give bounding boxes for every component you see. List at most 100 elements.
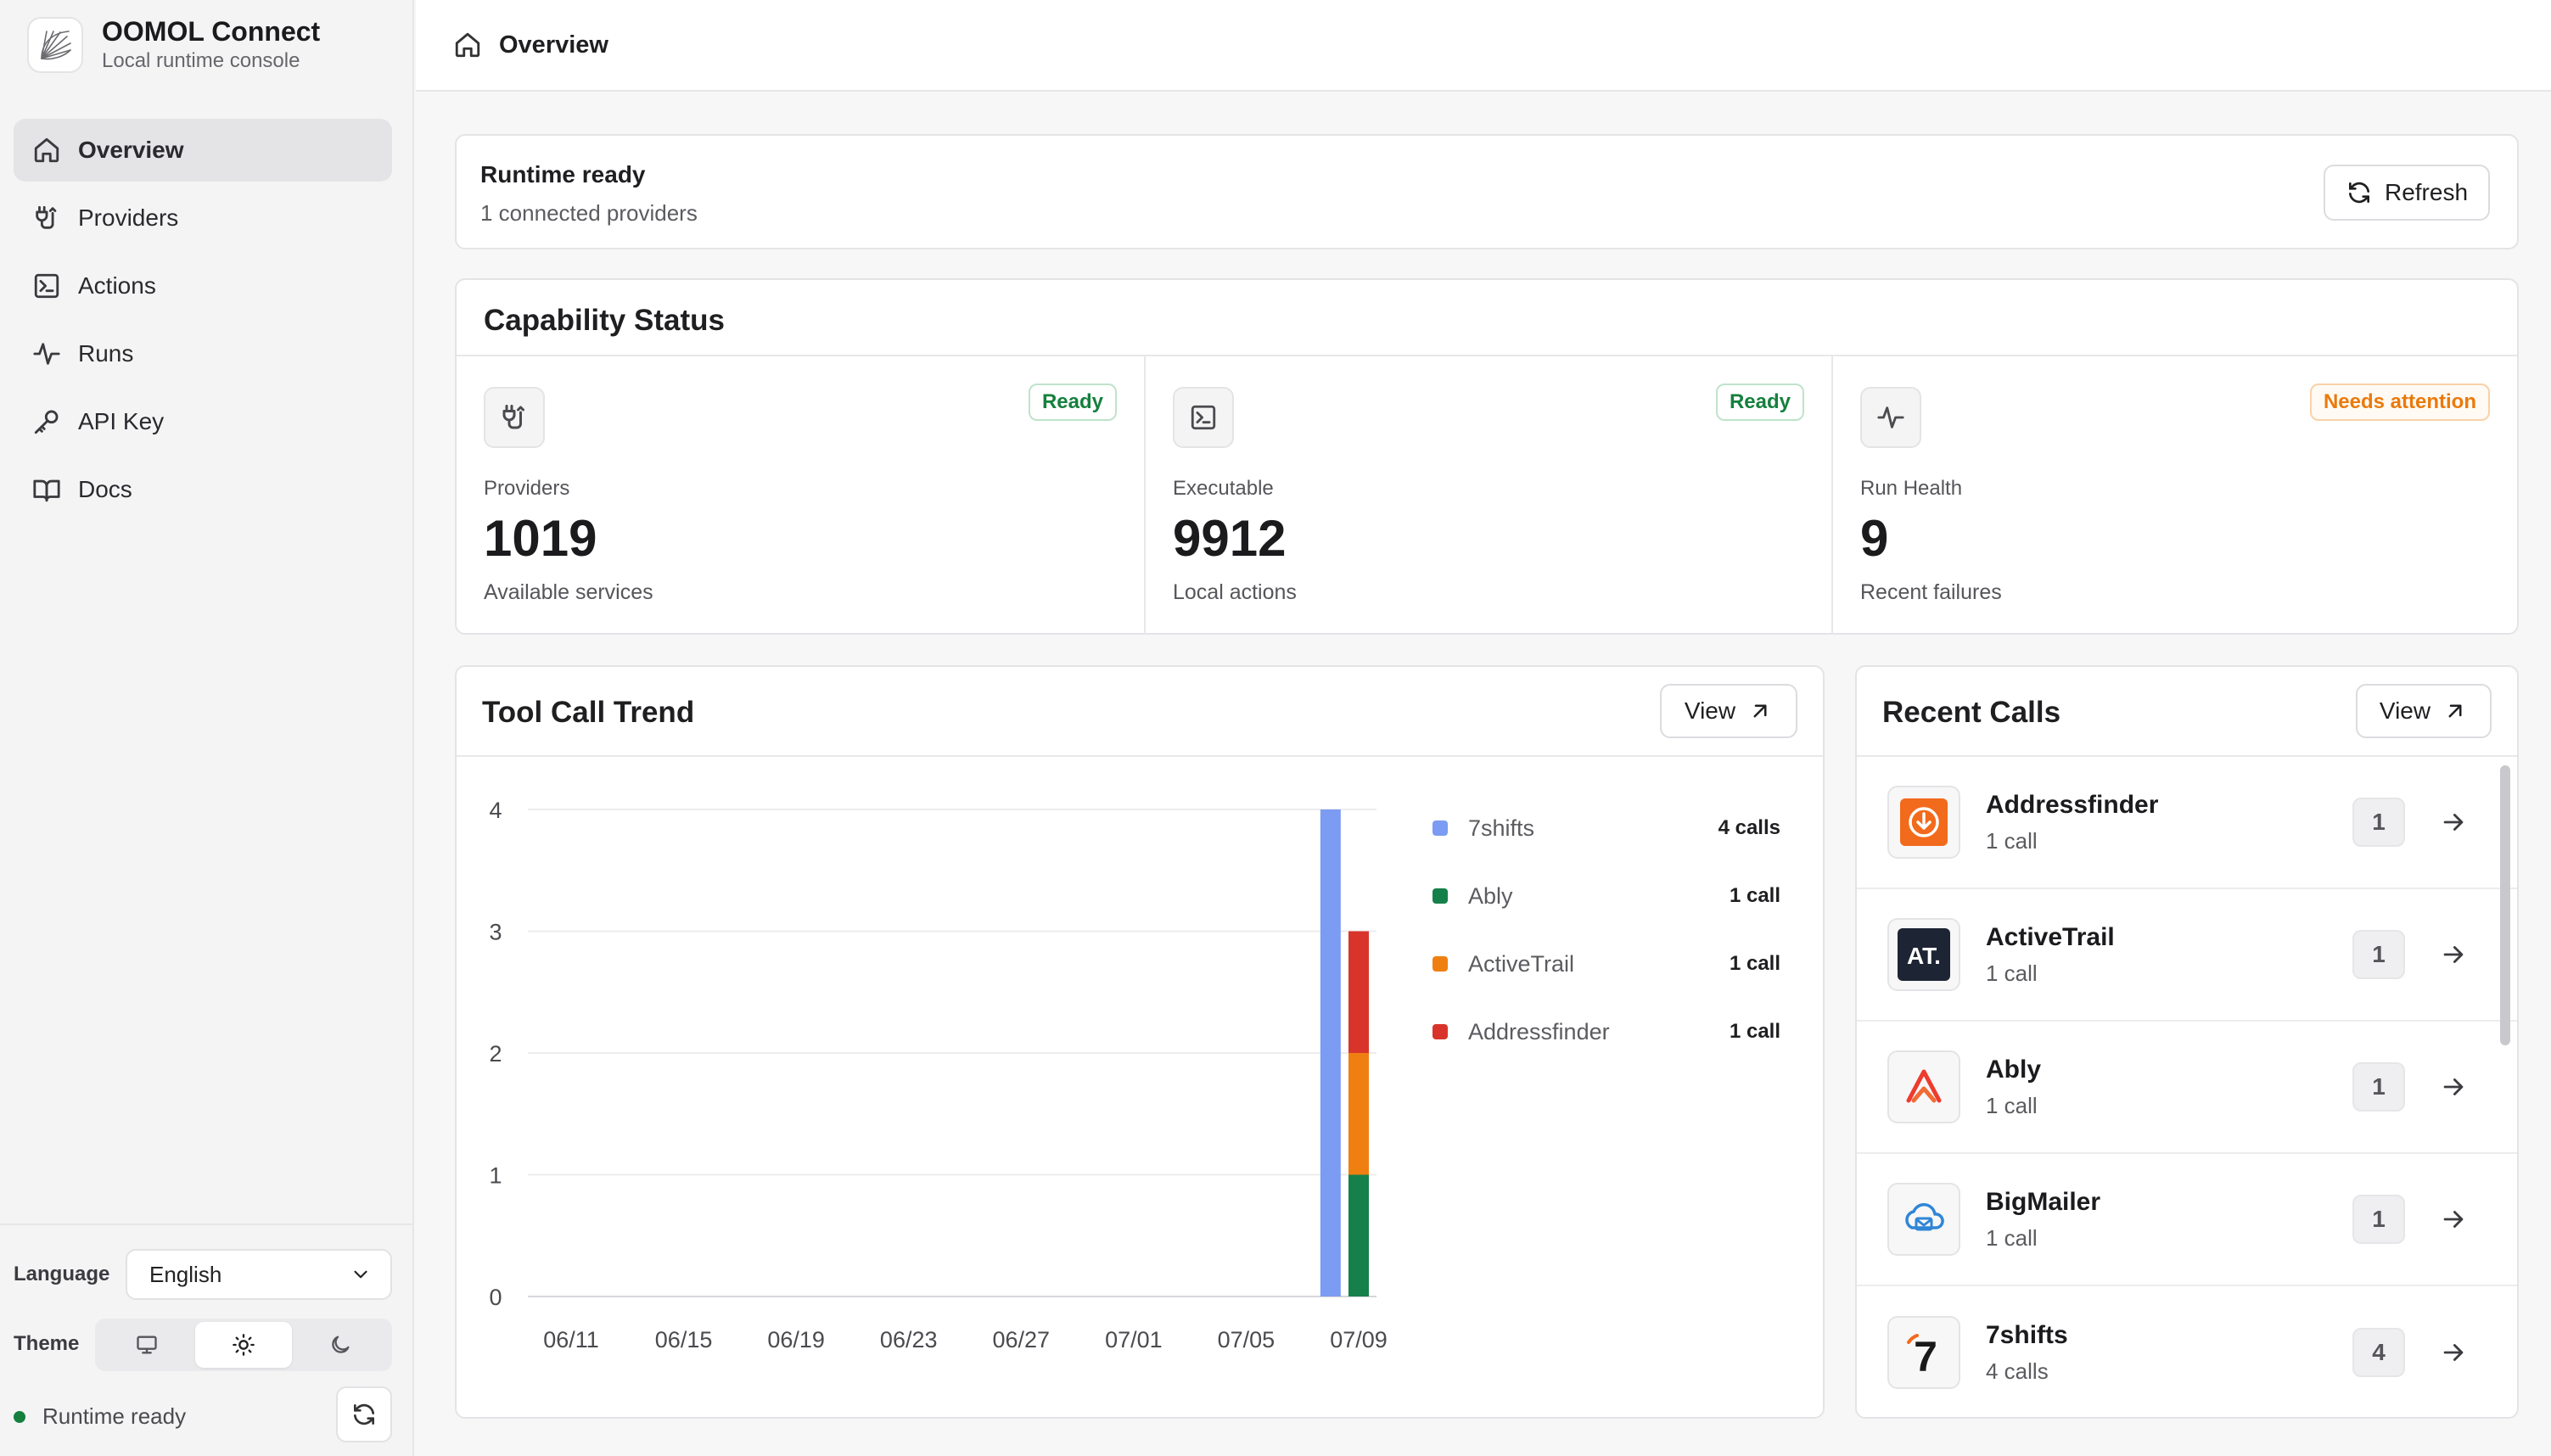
legend-name: ActiveTrail <box>1468 950 1575 977</box>
sidebar-item-docs[interactable]: Docs <box>14 458 392 521</box>
arrow-right-icon[interactable] <box>2439 1072 2468 1101</box>
runtime-card: Runtime ready 1 connected providers Refr… <box>455 134 2519 249</box>
call-count-badge: 1 <box>2352 1195 2405 1244</box>
terminal-icon <box>1173 387 1234 448</box>
sidebar-nav: Overview Providers Actions Runs API Key <box>14 119 392 526</box>
call-count-badge: 1 <box>2352 798 2405 847</box>
capability-desc: Local actions <box>1173 580 1297 604</box>
sidebar-item-label: Docs <box>78 476 132 502</box>
list-item[interactable]: 7 7shifts 4 calls 4 <box>1857 1286 2517 1417</box>
legend-item-addressfinder: Addressfinder 1 call <box>1432 998 1780 1066</box>
call-count-badge: 4 <box>2352 1328 2405 1377</box>
x-tick-label: 07/05 <box>1218 1327 1276 1352</box>
sidebar-item-label: Actions <box>78 272 156 299</box>
addressfinder-logo-icon <box>1887 786 1960 859</box>
status-badge: Ready <box>1715 384 1804 421</box>
capability-executable: Ready Executable 9912 Local actions <box>1144 356 1831 635</box>
view-label: View <box>2379 697 2431 724</box>
top-bar: Overview <box>416 0 2551 92</box>
sidebar-item-label: Runs <box>78 340 134 367</box>
refresh-button[interactable]: Refresh <box>2324 165 2490 221</box>
status-dot-icon <box>14 1410 25 1423</box>
trend-title: Tool Call Trend <box>482 696 695 729</box>
sidebar-refresh-button[interactable] <box>336 1386 392 1442</box>
sidebar-item-api-key[interactable]: API Key <box>14 390 392 453</box>
bar-addressfinder <box>1348 931 1369 1053</box>
call-count-badge: 1 <box>2352 1062 2405 1112</box>
call-sub: 1 call <box>1986 1092 2038 1118</box>
sidebar-item-providers[interactable]: Providers <box>14 187 392 249</box>
sidebar-item-label: Overview <box>78 137 184 163</box>
theme-system-button[interactable] <box>98 1322 195 1368</box>
bar-activetrail <box>1348 1053 1369 1175</box>
x-tick-label: 06/19 <box>767 1327 825 1352</box>
sun-icon <box>232 1333 255 1357</box>
app-subtitle: Local runtime console <box>102 49 300 72</box>
activity-icon <box>32 339 61 368</box>
sidebar: OOMOL Connect Local runtime console Over… <box>0 0 414 1456</box>
7shifts-logo-text: 7 <box>1914 1333 1937 1378</box>
arrow-right-icon[interactable] <box>2439 808 2468 837</box>
sidebar-item-actions[interactable]: Actions <box>14 255 392 317</box>
x-tick-label: 06/15 <box>655 1327 713 1352</box>
list-item[interactable]: BigMailer 1 call 1 <box>1857 1154 2517 1286</box>
plug-icon <box>32 204 61 232</box>
runtime-status: Runtime ready <box>14 1403 186 1430</box>
capability-value: 9912 <box>1173 510 1287 567</box>
sidebar-item-label: Providers <box>78 204 179 231</box>
y-tick-label: 0 <box>489 1285 502 1310</box>
refresh-icon <box>2346 179 2373 206</box>
legend-count: 1 call <box>1729 884 1780 907</box>
capability-providers: Ready Providers 1019 Available services <box>457 356 1144 635</box>
capability-value: 1019 <box>484 510 597 567</box>
call-name: ActiveTrail <box>1986 922 2115 951</box>
trend-view-button[interactable]: View <box>1660 684 1797 738</box>
sidebar-item-overview[interactable]: Overview <box>14 119 392 182</box>
refresh-label: Refresh <box>2384 179 2469 205</box>
scrollbar[interactable] <box>2500 765 2510 1045</box>
chevron-down-icon <box>350 1263 372 1285</box>
theme-dark-button[interactable] <box>292 1322 389 1368</box>
divider <box>457 755 1823 757</box>
trend-chart: 0 1 2 3 4 06/11 06/15 06/19 06/23 06/27 07/01 07/05… <box>489 798 1388 1352</box>
x-tick-label: 07/09 <box>1330 1327 1388 1352</box>
recent-title: Recent Calls <box>1882 696 2061 729</box>
theme-light-button[interactable] <box>195 1322 292 1368</box>
call-name: Addressfinder <box>1986 790 2159 819</box>
legend-item-activetrail: ActiveTrail 1 call <box>1432 930 1780 998</box>
capability-desc: Available services <box>484 580 653 604</box>
legend-name: 7shifts <box>1468 815 1535 841</box>
list-item[interactable]: Ably 1 call 1 <box>1857 1022 2517 1154</box>
status-badge: Needs attention <box>2309 384 2490 421</box>
activity-icon <box>1860 387 1921 448</box>
list-item[interactable]: Addressfinder 1 call 1 <box>1857 757 2517 889</box>
list-item[interactable]: AT. ActiveTrail 1 call 1 <box>1857 889 2517 1022</box>
activetrail-logo-text: AT. <box>1907 943 1941 969</box>
sidebar-item-runs[interactable]: Runs <box>14 322 392 385</box>
arrow-right-icon[interactable] <box>2439 1205 2468 1234</box>
recent-view-button[interactable]: View <box>2356 684 2492 738</box>
legend-swatch <box>1432 820 1448 836</box>
ably-logo-icon <box>1887 1050 1960 1123</box>
chart-legend: 7shifts 4 calls Ably 1 call ActiveTrail … <box>1432 794 1780 1066</box>
call-sub: 1 call <box>1986 960 2038 986</box>
arrow-up-right-icon <box>1747 698 1773 724</box>
legend-count: 4 calls <box>1718 816 1780 839</box>
arrow-right-icon[interactable] <box>2439 940 2468 969</box>
sidebar-footer: Language English Theme <box>0 1224 414 1456</box>
x-tick-label: 07/01 <box>1105 1327 1163 1352</box>
legend-name: Ably <box>1468 882 1513 909</box>
moon-icon <box>328 1333 352 1357</box>
y-tick-label: 1 <box>489 1163 502 1189</box>
arrow-right-icon[interactable] <box>2439 1338 2468 1367</box>
terminal-icon <box>32 272 61 300</box>
call-sub: 1 call <box>1986 827 2038 854</box>
y-tick-label: 3 <box>489 920 502 945</box>
book-icon <box>32 475 61 504</box>
language-select[interactable]: English <box>126 1249 392 1300</box>
capability-label: Run Health <box>1860 477 1963 500</box>
call-name: Ably <box>1986 1055 2042 1084</box>
recent-calls-card: Recent Calls View Addressfinder 1 call 1 <box>1855 665 2519 1419</box>
arrow-up-right-icon <box>2442 698 2468 724</box>
key-icon <box>32 407 61 436</box>
